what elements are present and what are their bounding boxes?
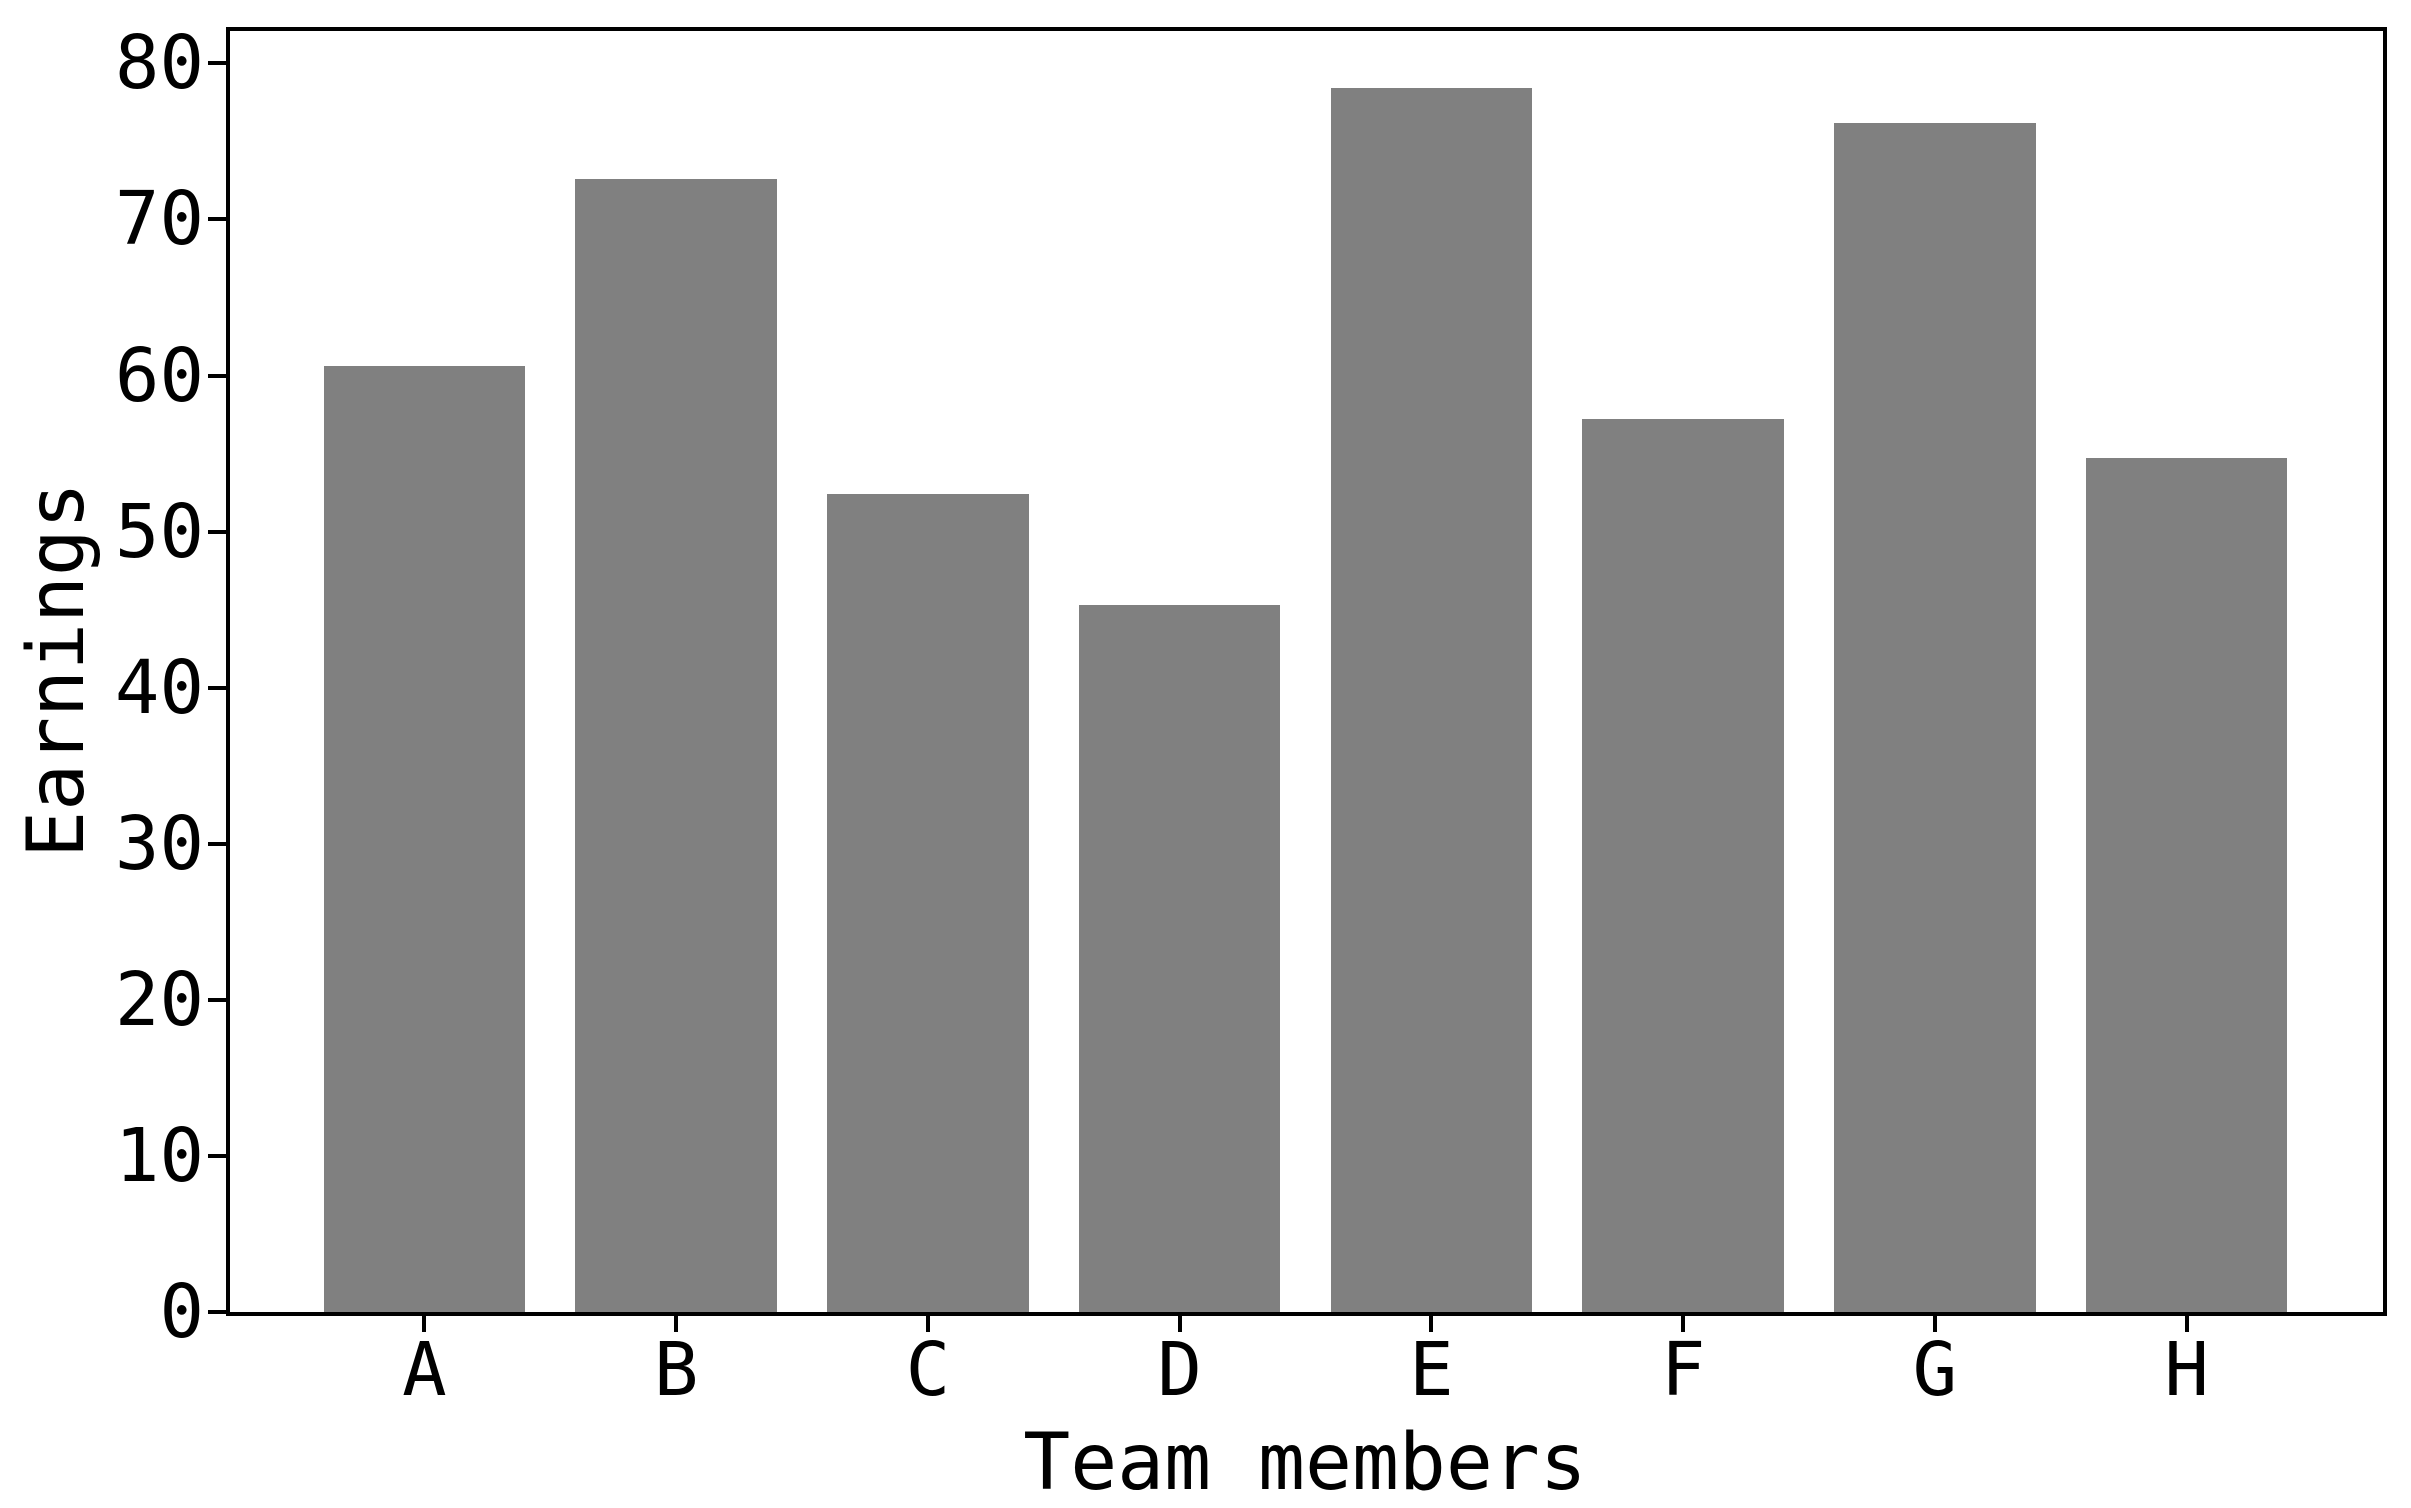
bar-E [1330,88,1533,1312]
y-tick-mark-30 [208,841,226,846]
bar-C [827,494,1029,1312]
y-tick-label-80: 80 [114,20,204,107]
x-tick-mark-B [674,1316,679,1332]
y-tick-mark-80 [208,61,226,66]
y-tick-mark-40 [208,685,226,690]
x-tick-mark-F [1681,1316,1686,1332]
y-axis-title: Earnings [12,482,102,858]
bar-D [1078,604,1281,1312]
y-tick-mark-0 [208,1310,226,1314]
bar-B [575,178,777,1312]
x-tick-label-B: B [653,1327,699,1413]
x-tick-mark-E [1429,1316,1434,1332]
x-tick-mark-G [1932,1316,1937,1332]
bar-A [323,366,526,1312]
x-tick-mark-H [2184,1316,2189,1332]
y-tick-label-70: 70 [114,176,204,263]
x-tick-label-F: F [1660,1327,1706,1413]
bar-G [1834,122,2036,1312]
y-tick-mark-10 [208,1153,226,1158]
bar-F [1582,419,1784,1312]
y-tick-label-50: 50 [114,488,204,575]
x-tick-mark-C [925,1316,930,1332]
y-tick-label-10: 10 [114,1112,204,1199]
x-tick-mark-A [422,1316,427,1332]
x-tick-label-D: D [1157,1327,1202,1413]
bar-H [2085,458,2288,1312]
x-tick-mark-D [1177,1316,1182,1332]
y-tick-mark-60 [208,373,226,378]
x-tick-label-G: G [1912,1327,1958,1413]
y-tick-label-0: 0 [159,1269,204,1355]
x-tick-label-E: E [1409,1327,1454,1413]
y-tick-mark-50 [208,529,226,534]
y-tick-label-60: 60 [114,332,204,419]
x-tick-label-H: H [2164,1327,2209,1413]
plot-area-frame [226,27,2387,1316]
y-tick-label-20: 20 [114,956,204,1043]
x-tick-label-A: A [402,1327,447,1413]
y-tick-mark-70 [208,217,226,222]
y-tick-label-30: 30 [114,800,204,887]
x-axis-title: Team members [1023,1418,1587,1508]
y-tick-label-40: 40 [114,644,204,731]
x-tick-label-C: C [905,1327,951,1413]
y-tick-mark-20 [208,997,226,1002]
